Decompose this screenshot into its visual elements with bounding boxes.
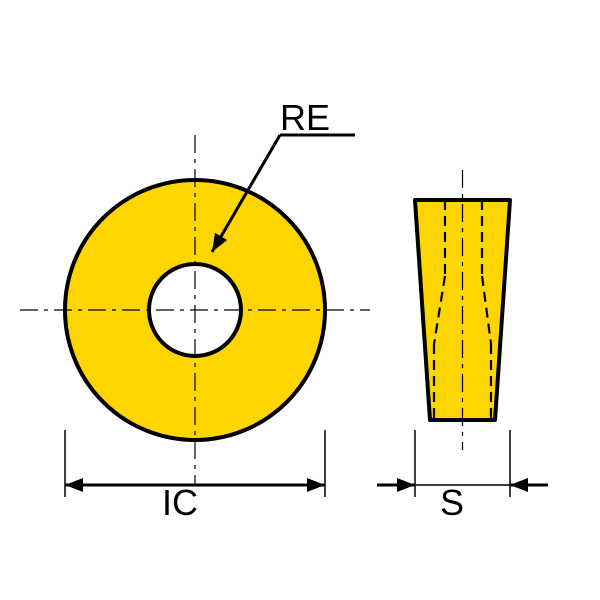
ic-label: IC xyxy=(162,482,198,523)
side-view xyxy=(415,170,510,450)
re-label: RE xyxy=(280,97,330,138)
s-label: S xyxy=(440,482,464,523)
